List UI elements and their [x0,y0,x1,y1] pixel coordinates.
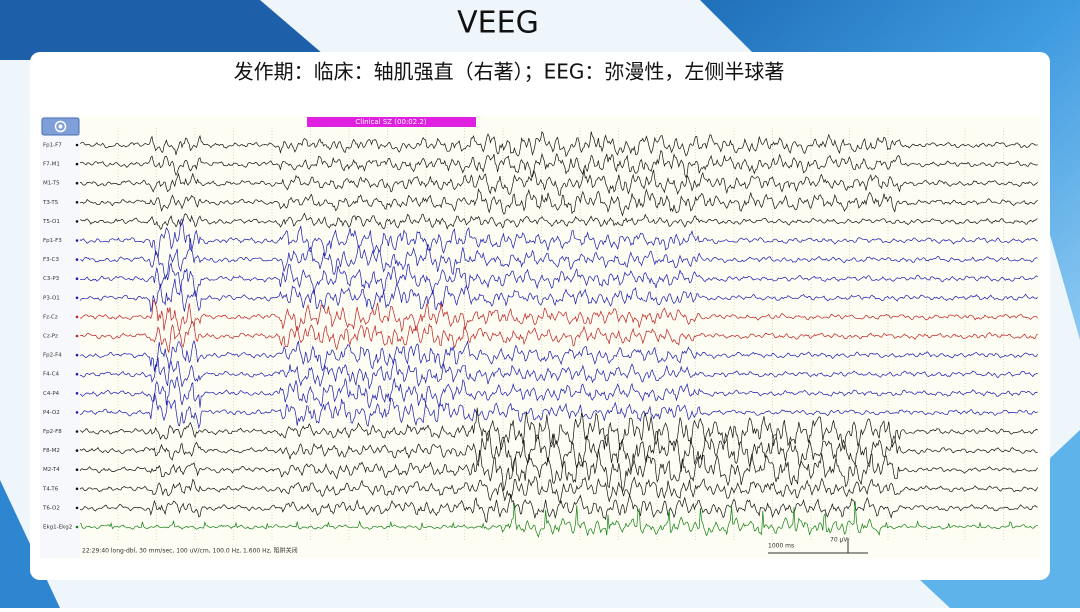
channel-dot [75,334,79,338]
channel-label: M2-T4 [43,467,60,473]
eeg-trace [79,212,1038,230]
bg-shape [0,0,330,60]
annotation: Clinical SZ (00:02.2) [355,118,427,126]
amp-scale: 70 µV [830,537,848,544]
eeg-trace [79,476,1038,504]
channel-label: T4-T6 [42,486,59,492]
channel-label: C3-P3 [43,276,60,282]
channel-dot [75,277,79,281]
eeg-trace [79,299,1038,333]
eeg-trace [79,501,1038,539]
channel-label: F7-M1 [43,162,60,168]
eeg-trace [79,357,1038,390]
channel-dot [75,430,79,433]
channel-label: Fz-Cz [43,314,58,320]
channel-label: Fp2-F8 [43,429,62,435]
eeg-trace [79,149,1038,179]
channel-dot [75,315,79,319]
eeg-trace [79,393,1038,430]
traces [79,131,1038,539]
eeg-trace [79,218,1038,259]
label-column [40,116,80,558]
time-scale: 1000 ms [768,543,794,550]
eeg-trace [79,262,1038,297]
channel-dot [75,201,79,204]
title: VEEG [457,6,539,41]
channel-dot [75,239,79,242]
channel-label: C4-P4 [43,391,60,397]
channel-label: F8-M2 [43,448,60,454]
eeg-trace [79,429,1038,473]
eeg-trace [79,187,1038,217]
channel-dot [75,449,79,452]
channel-dot [75,525,79,529]
channel-label: Fp1-F7 [43,143,62,149]
subtitle: 发作期：临床：轴肌强直（右著）；EEG：弥漫性，左侧半球著 [234,60,785,84]
channel-label: M1-T5 [43,181,60,187]
channel-dot [75,487,79,491]
channel-dot [75,162,79,166]
channel-dot [75,372,79,376]
channel-label: Fp1-F3 [43,238,62,244]
channel-label: P3-O1 [43,295,60,301]
eeg-trace [79,448,1038,493]
eeg-trace [79,278,1038,312]
eeg-trace [79,376,1038,409]
eeg-trace [79,407,1038,451]
channel-dot [75,353,79,357]
channel-dot [75,411,79,414]
eeg-trace [80,339,1038,372]
button-icon [54,120,67,133]
channel-label: F4-C4 [43,372,59,378]
channel-dot [75,392,79,395]
channel-label: Fp2-F4 [43,353,62,359]
annotation-bar [307,117,476,127]
channel-dot [75,296,79,300]
channel-dot [75,258,79,261]
eeg-trace [79,493,1038,523]
channel-label: T3-T5 [42,200,59,206]
eeg-trace [79,321,1038,353]
channel-dot [75,468,79,472]
footer: 22:29:40 long-dbl, 30 mm/sec, 100 uV/cm,… [82,547,298,555]
channel-label: Ekg1-Ekg2 [43,525,72,531]
channel-label: P4-O2 [43,410,60,416]
button-icon [58,124,63,129]
channel-dot [75,506,79,510]
eeg-trace [79,131,1038,158]
eeg-trace [80,169,1038,197]
channel-label: F3-C3 [43,257,59,263]
channel-dot [75,181,79,185]
channel-dot [75,220,79,223]
bg-shape [700,0,1080,340]
channel-dot [75,143,79,147]
channel-label: T6-O2 [42,505,60,511]
eeg-trace [80,238,1038,280]
channel-label: Cz-Pz [43,334,58,340]
channel-label: T5-O1 [42,219,60,225]
